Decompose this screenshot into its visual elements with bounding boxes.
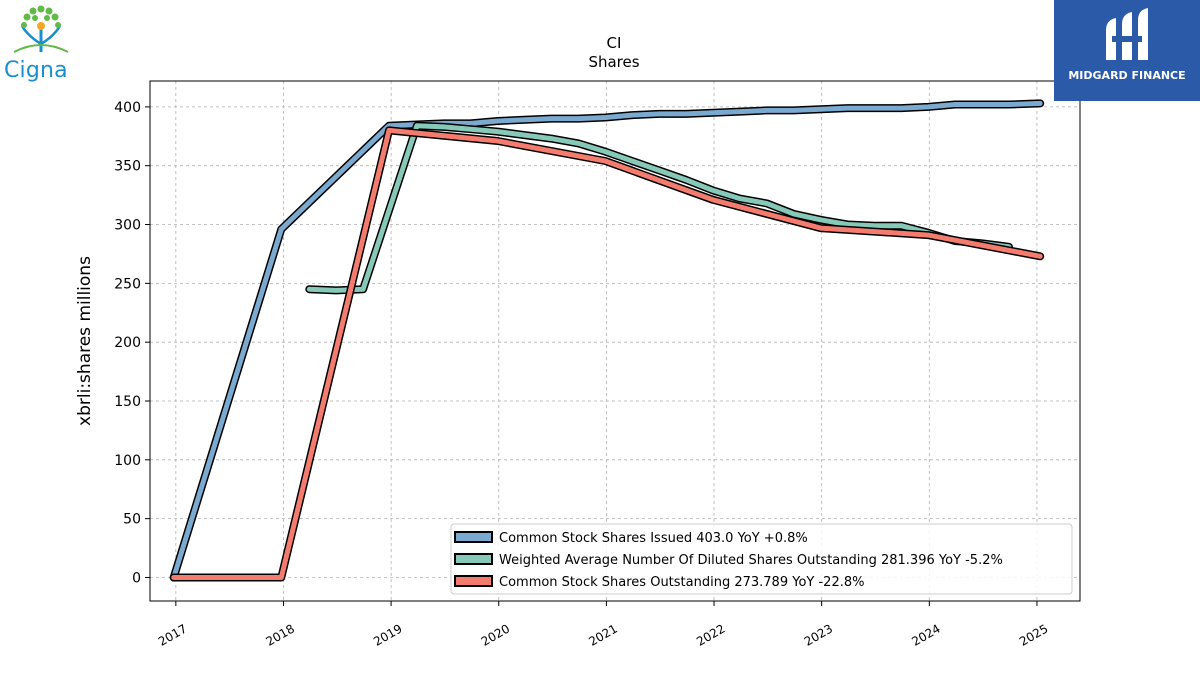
y-tick-label: 50 (123, 512, 141, 528)
series-line (171, 127, 1043, 580)
x-tick-label: 2022 (694, 621, 727, 648)
y-tick-label: 100 (114, 453, 141, 469)
series-line-outline (169, 99, 1045, 582)
x-tick-label: 2021 (586, 621, 619, 648)
plot-frame (149, 80, 1081, 602)
series-2 (305, 121, 1013, 295)
cigna-logo-text: Cigna (4, 58, 68, 83)
y-tick-label: 350 (114, 159, 141, 175)
y-axis-label: xbrli:shares millions (75, 256, 95, 426)
tree-icon (13, 5, 69, 53)
y-tick-label: 250 (114, 276, 141, 292)
legend: Common Stock Shares Issued 403.0 YoY +0.… (450, 523, 1073, 595)
series-1 (169, 99, 1045, 582)
midgard-mark-icon (1106, 8, 1148, 60)
x-tick-label: 2025 (1017, 621, 1050, 648)
series-line-outline (169, 126, 1045, 582)
legend-entry: Weighted Average Number Of Diluted Share… (499, 553, 1003, 568)
x-tick-label: 2024 (909, 621, 942, 648)
chart-subtitle: Shares (588, 53, 639, 71)
legend-box (450, 523, 1073, 595)
legend-entry: Common Stock Shares Issued 403.0 YoY +0.… (499, 531, 808, 546)
midgard-finance-logo-text: MIDGARD FINANCE (1068, 69, 1186, 82)
midgard-finance-logo: MIDGARD FINANCE (1054, 0, 1200, 101)
y-tick-label: 0 (132, 570, 141, 586)
series-line (306, 123, 1012, 293)
y-tick-label: 150 (114, 394, 141, 410)
y-tick-label: 400 (114, 100, 141, 116)
legend-entry: Common Stock Shares Outstanding 273.789 … (499, 575, 864, 590)
chart-title: CI (607, 34, 622, 52)
legend-swatch (454, 575, 493, 587)
series-line-outline (305, 121, 1013, 295)
cigna-logo: Cigna (0, 0, 84, 90)
legend-swatch (454, 553, 493, 565)
legend-swatch (454, 531, 493, 543)
series-lines (169, 99, 1045, 582)
x-tick-label: 2019 (371, 621, 404, 648)
x-tick-label: 2020 (479, 621, 512, 648)
x-tick-label: 2018 (264, 621, 297, 648)
y-axis-ticks: 0 50 100 150 200 250 300 350 400 (114, 100, 150, 586)
x-tick-label: 2023 (802, 621, 835, 648)
y-tick-label: 200 (114, 335, 141, 351)
series-3 (169, 126, 1045, 582)
y-tick-label: 300 (114, 218, 141, 234)
x-tick-label: 2017 (156, 621, 189, 648)
grid-lines (150, 81, 1080, 601)
series-line (171, 100, 1043, 580)
x-axis-ticks: 2017 2018 2019 2020 2021 2022 2023 2024 2025 (156, 601, 1050, 649)
